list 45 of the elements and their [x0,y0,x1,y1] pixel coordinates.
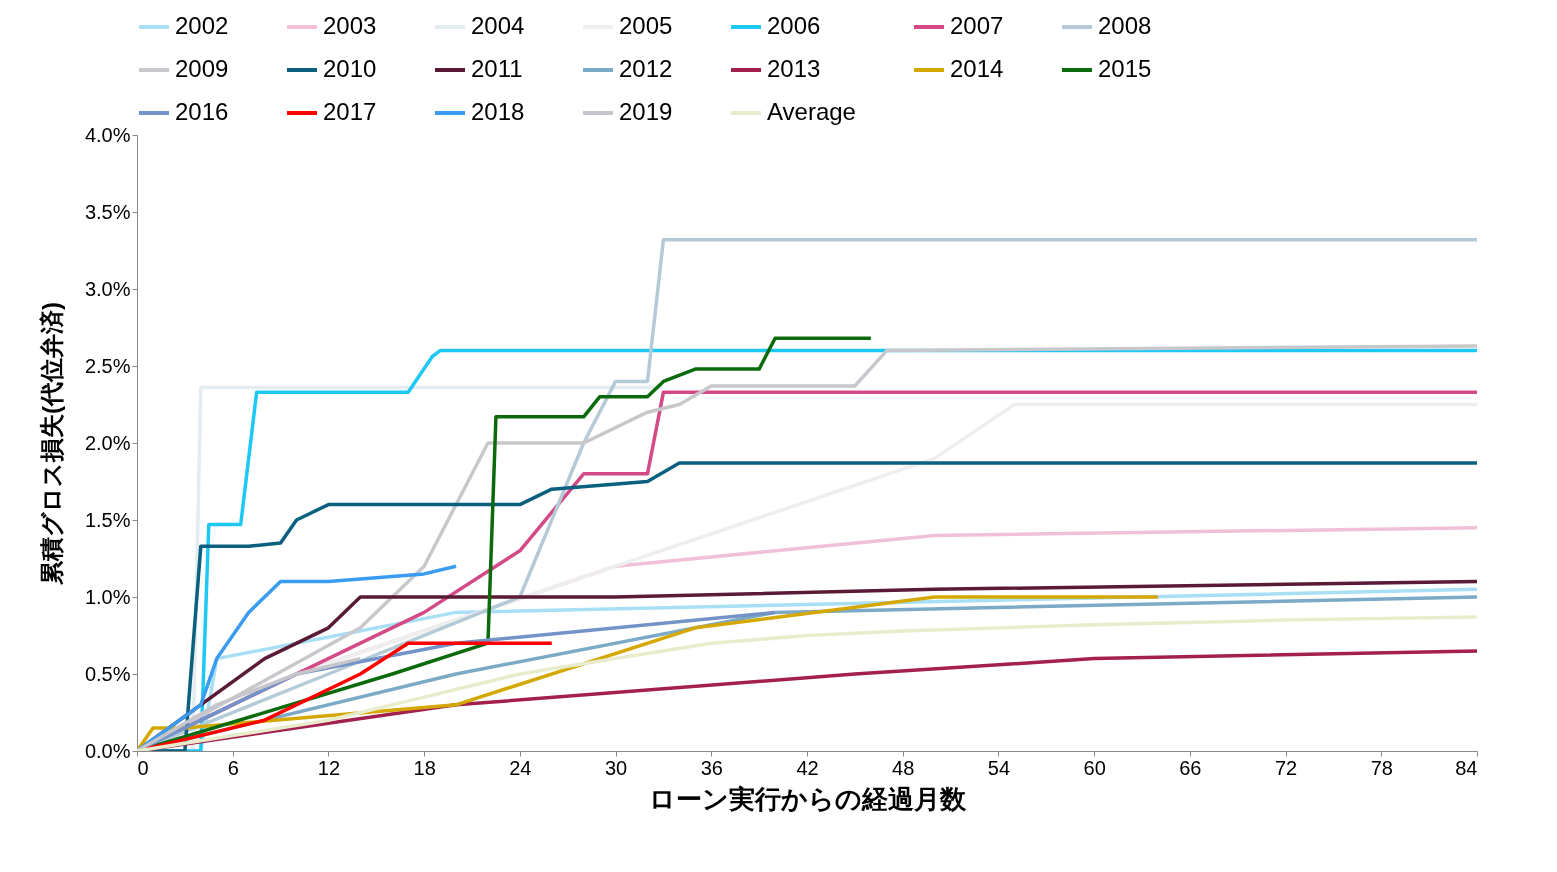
y-tick-label: 0.5% [84,662,131,685]
legend-label: 2019 [619,98,673,125]
y-tick-label: 3.0% [84,277,131,300]
legend-label: 2007 [950,12,1004,39]
x-tick-label: 42 [796,756,819,779]
x-tick-label: 12 [317,756,341,779]
x-tick-label: 0 [137,756,149,779]
x-tick-label: 72 [1274,756,1298,779]
x-tick-label: 54 [987,756,1011,779]
x-tick-label: 60 [1083,756,1106,779]
y-tick-label: 0.0% [84,739,131,762]
x-axis-title: ローン実行からの経過月数 [649,783,967,814]
legend-label: 2002 [175,12,229,39]
y-tick-label: 1.0% [84,585,131,608]
legend-label: 2014 [950,55,1004,82]
x-tick-label: 36 [700,756,723,779]
legend-label: Average [767,98,856,125]
x-tick-label: 84 [1455,756,1478,779]
legend-label: 2009 [175,55,229,82]
x-tick-label: 6 [227,756,239,779]
legend-label: 2013 [767,55,821,82]
y-axis-title: 累積グロス損失(代位弁済) [37,302,65,586]
legend-label: 2015 [1098,55,1152,82]
legend-label: 2011 [471,55,523,82]
x-tick-label: 78 [1370,756,1393,779]
legend-label: 2004 [471,12,525,39]
legend-label: 2012 [619,55,673,82]
x-tick-label: 30 [604,756,628,779]
legend-label: 2006 [767,12,821,39]
legend-label: 2018 [471,98,525,125]
x-tick-label: 18 [413,756,436,779]
y-tick-label: 3.5% [84,200,131,223]
x-tick-label: 66 [1179,756,1202,779]
legend-label: 2008 [1098,12,1152,39]
legend-label: 2017 [323,98,377,125]
x-tick-label: 48 [892,756,915,779]
y-tick-label: 2.0% [84,431,131,454]
y-tick-label: 2.5% [84,354,131,377]
legend-label: 2010 [323,55,377,82]
y-tick-label: 4.0% [84,123,131,146]
x-tick-label: 24 [509,756,532,779]
y-tick-label: 1.5% [84,508,131,531]
legend-label: 2016 [175,98,229,125]
legend-label: 2005 [619,12,673,39]
legend-label: 2003 [323,12,377,39]
